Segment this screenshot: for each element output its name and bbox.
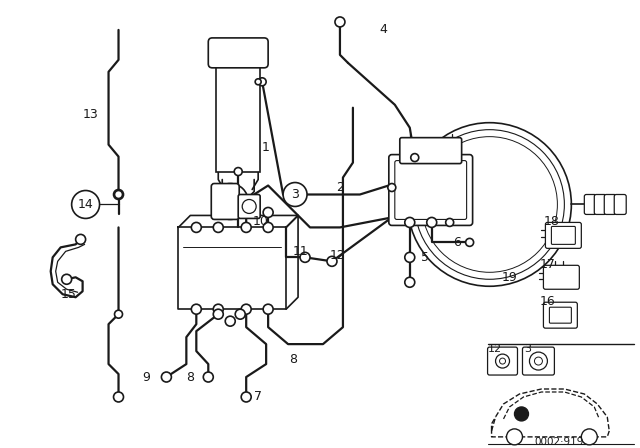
Circle shape xyxy=(72,190,100,219)
Text: 7: 7 xyxy=(254,391,262,404)
Text: 6: 6 xyxy=(452,236,461,249)
Circle shape xyxy=(411,154,419,162)
Circle shape xyxy=(258,78,266,86)
Text: 14: 14 xyxy=(77,198,93,211)
Text: 12: 12 xyxy=(488,344,502,354)
Circle shape xyxy=(115,310,122,318)
Text: 8: 8 xyxy=(289,353,297,366)
Text: 11: 11 xyxy=(292,245,308,258)
Text: 1: 1 xyxy=(261,141,269,154)
Circle shape xyxy=(427,217,436,228)
Circle shape xyxy=(213,304,223,314)
Text: 15: 15 xyxy=(61,288,77,301)
Circle shape xyxy=(283,182,307,207)
Bar xyxy=(216,52,260,172)
Text: 18: 18 xyxy=(543,215,559,228)
FancyBboxPatch shape xyxy=(604,194,616,215)
Circle shape xyxy=(61,274,72,284)
Circle shape xyxy=(263,222,273,233)
Circle shape xyxy=(241,392,251,402)
Circle shape xyxy=(404,217,415,228)
Text: 8: 8 xyxy=(186,370,195,383)
FancyBboxPatch shape xyxy=(614,194,626,215)
Text: 13: 13 xyxy=(83,108,99,121)
FancyBboxPatch shape xyxy=(552,226,575,244)
FancyBboxPatch shape xyxy=(595,194,606,215)
Circle shape xyxy=(236,309,245,319)
FancyBboxPatch shape xyxy=(543,265,579,289)
Circle shape xyxy=(404,277,415,287)
Text: 3: 3 xyxy=(291,188,299,201)
Circle shape xyxy=(204,372,213,382)
Circle shape xyxy=(225,316,236,326)
Circle shape xyxy=(335,17,345,27)
Circle shape xyxy=(76,234,86,244)
FancyBboxPatch shape xyxy=(211,184,239,220)
Circle shape xyxy=(191,304,202,314)
Circle shape xyxy=(113,392,124,402)
Circle shape xyxy=(327,256,337,266)
Circle shape xyxy=(515,407,529,421)
FancyBboxPatch shape xyxy=(543,302,577,328)
Text: 3: 3 xyxy=(524,344,531,354)
FancyBboxPatch shape xyxy=(395,160,467,220)
Circle shape xyxy=(113,190,124,199)
FancyBboxPatch shape xyxy=(400,138,461,164)
Text: 9: 9 xyxy=(143,370,150,383)
Circle shape xyxy=(445,219,454,226)
Text: 0002·919: 0002·919 xyxy=(534,437,584,447)
Circle shape xyxy=(581,429,597,445)
Circle shape xyxy=(241,304,251,314)
Text: 4: 4 xyxy=(379,23,387,36)
Circle shape xyxy=(263,304,273,314)
Circle shape xyxy=(115,190,122,198)
Circle shape xyxy=(263,207,273,217)
Circle shape xyxy=(300,252,310,263)
Circle shape xyxy=(234,168,242,176)
FancyBboxPatch shape xyxy=(545,222,581,248)
FancyBboxPatch shape xyxy=(488,347,518,375)
Circle shape xyxy=(241,222,251,233)
FancyBboxPatch shape xyxy=(549,307,572,323)
Text: 5: 5 xyxy=(420,251,429,264)
FancyBboxPatch shape xyxy=(522,347,554,375)
Circle shape xyxy=(255,79,261,85)
Text: 12: 12 xyxy=(330,249,346,262)
Text: 2: 2 xyxy=(336,181,344,194)
Circle shape xyxy=(466,238,474,246)
FancyBboxPatch shape xyxy=(584,194,596,215)
Text: 17: 17 xyxy=(540,258,556,271)
Circle shape xyxy=(161,372,172,382)
Circle shape xyxy=(213,222,223,233)
FancyBboxPatch shape xyxy=(208,38,268,68)
Text: 10: 10 xyxy=(252,215,268,228)
FancyBboxPatch shape xyxy=(238,194,260,219)
Circle shape xyxy=(388,184,396,191)
FancyBboxPatch shape xyxy=(389,155,472,225)
Circle shape xyxy=(506,429,522,445)
Text: 16: 16 xyxy=(540,295,556,308)
Circle shape xyxy=(213,309,223,319)
Text: 19: 19 xyxy=(502,271,517,284)
Circle shape xyxy=(191,222,202,233)
Circle shape xyxy=(404,252,415,263)
